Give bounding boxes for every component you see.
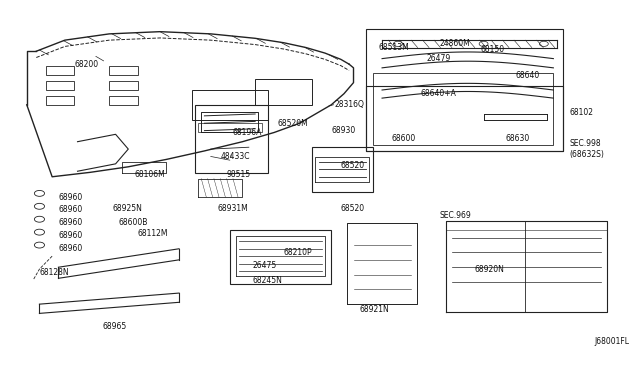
Bar: [366, 29, 563, 151]
Text: J68001FL: J68001FL: [595, 337, 630, 346]
Text: 24860M: 24860M: [439, 39, 470, 48]
Text: 68600: 68600: [392, 134, 416, 142]
Text: 68196A: 68196A: [233, 128, 262, 137]
Bar: [109, 66, 138, 75]
Text: 68960: 68960: [58, 218, 83, 227]
Bar: [109, 81, 138, 90]
Text: 68128N: 68128N: [40, 268, 69, 277]
Text: 68925N: 68925N: [113, 203, 142, 213]
Text: 68640: 68640: [515, 71, 540, 80]
Bar: [109, 96, 138, 105]
Text: 68930: 68930: [332, 126, 356, 135]
Text: 68640+A: 68640+A: [420, 89, 456, 98]
Bar: [255, 79, 312, 105]
Text: 68513M: 68513M: [379, 43, 410, 52]
Text: 68931M: 68931M: [217, 203, 248, 213]
Text: 68960: 68960: [58, 205, 83, 215]
Text: 68965: 68965: [103, 322, 127, 331]
Text: 68210P: 68210P: [284, 248, 312, 257]
Text: 68245N: 68245N: [252, 276, 282, 285]
Text: 48433C: 48433C: [220, 152, 250, 161]
Text: 68630: 68630: [506, 134, 530, 142]
Text: 68960: 68960: [58, 244, 83, 253]
Text: 68106M: 68106M: [134, 170, 165, 179]
Bar: [372, 73, 554, 145]
Text: 68920N: 68920N: [474, 264, 504, 273]
Text: SEC.998
(68632S): SEC.998 (68632S): [569, 140, 604, 159]
Bar: [192, 90, 268, 119]
Text: 68102: 68102: [569, 108, 593, 117]
Text: 68520M: 68520M: [277, 119, 308, 128]
Text: 68960: 68960: [58, 231, 83, 240]
Text: 68520: 68520: [341, 203, 365, 213]
Text: 68600B: 68600B: [119, 218, 148, 227]
Bar: [46, 96, 74, 105]
Text: 68200: 68200: [74, 60, 99, 69]
Text: 68921N: 68921N: [360, 305, 390, 314]
Text: SEC.969: SEC.969: [439, 211, 471, 220]
Bar: [46, 66, 74, 75]
Bar: [230, 230, 332, 284]
Bar: [195, 105, 268, 173]
Text: 68520: 68520: [341, 161, 365, 170]
Text: 26475: 26475: [252, 261, 276, 270]
Text: 28316Q: 28316Q: [335, 100, 364, 109]
Text: 68960: 68960: [58, 193, 83, 202]
Bar: [312, 147, 372, 192]
Text: 26479: 26479: [426, 54, 451, 63]
Bar: [198, 123, 262, 132]
Text: 68150: 68150: [481, 45, 504, 54]
Bar: [366, 86, 563, 151]
Text: 98515: 98515: [227, 170, 251, 179]
Bar: [46, 81, 74, 90]
Text: 68112M: 68112M: [138, 230, 168, 238]
